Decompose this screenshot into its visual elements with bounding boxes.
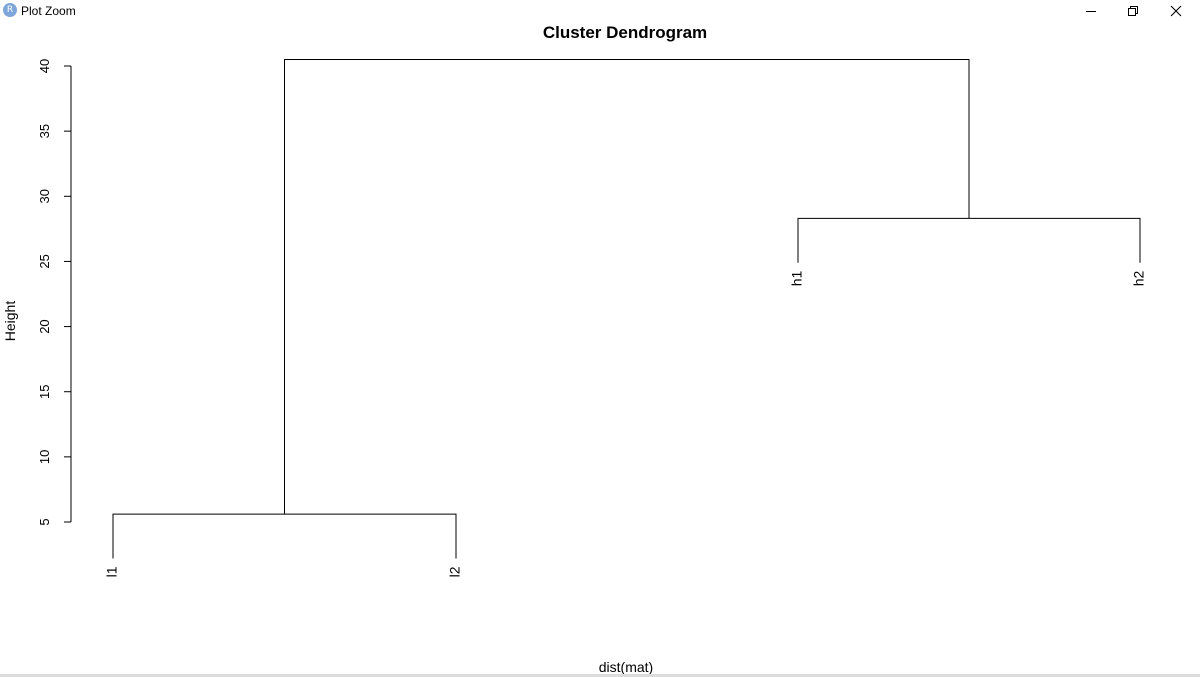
window-title: Plot Zoom: [21, 4, 76, 18]
leaf-label: h1: [789, 271, 805, 287]
y-tick-label: 25: [37, 254, 52, 268]
minimize-button[interactable]: [1069, 0, 1113, 21]
dendrogram-branches: [112, 58, 1141, 559]
y-tick-label: 20: [37, 319, 52, 333]
chart-title: Cluster Dendrogram: [543, 23, 707, 42]
restore-button[interactable]: [1111, 0, 1155, 21]
title-bar: R Plot Zoom: [0, 0, 1200, 21]
leaf-label: l1: [104, 566, 120, 577]
leaf-label: h2: [1131, 271, 1147, 287]
close-button[interactable]: [1154, 0, 1198, 21]
dendrogram-branch: [797, 217, 1141, 263]
leaf-label: l2: [447, 566, 463, 577]
y-tick-label: 30: [37, 189, 52, 203]
plot-area: Cluster Dendrogram dist(mat) Height 5 10 1…: [0, 21, 1200, 674]
dendrogram-branch: [112, 513, 457, 559]
x-axis-label: dist(mat): [599, 659, 653, 674]
close-icon: [1170, 5, 1182, 16]
dendrogram-plot: Cluster Dendrogram dist(mat) Height 5 10 1…: [2, 23, 1147, 674]
y-tick-label: 10: [37, 450, 52, 464]
minimize-icon: [1086, 10, 1096, 12]
y-axis-label: Height: [2, 301, 18, 342]
r-app-icon: R: [3, 3, 17, 17]
y-tick-label: 5: [37, 518, 52, 525]
restore-icon: [1128, 5, 1138, 16]
leaf-labels: l1 l2 h1 h2: [104, 271, 1147, 578]
y-tick-label: 15: [37, 384, 52, 398]
y-tick-label: 40: [37, 59, 52, 73]
dendrogram-branch: [284, 58, 970, 515]
y-axis: 5 10 15 20 25 30 35 40: [37, 59, 72, 526]
window-bottom-border: [0, 674, 1200, 677]
y-tick-label: 35: [37, 124, 52, 138]
